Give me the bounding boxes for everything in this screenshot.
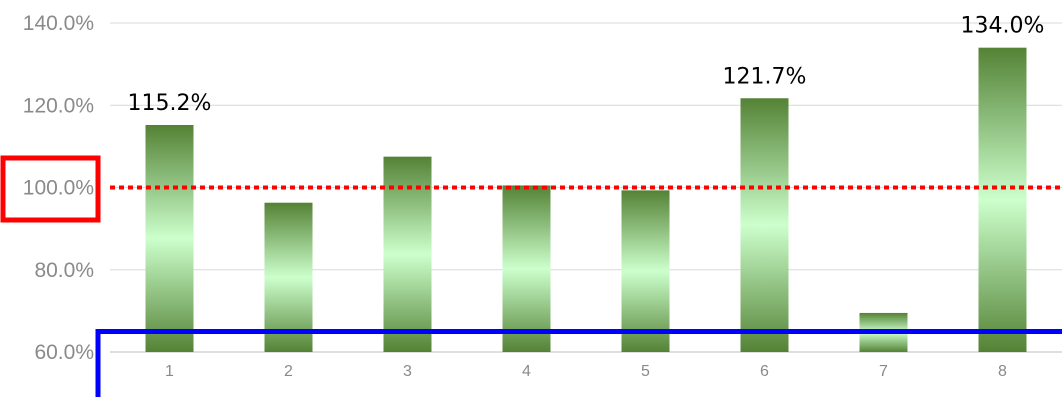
x-tick-label: 5 [641,363,650,380]
bar [502,185,551,352]
data-label: 115.2% [128,91,212,116]
data-labels: 115.2% 121.7% 134.0% [128,14,1045,116]
data-label: 121.7% [723,64,807,89]
bar [978,47,1027,353]
x-tick-label: 3 [403,363,412,380]
bar [621,190,670,352]
bar [264,202,313,352]
y-tick-label: 60.0% [34,341,94,364]
x-tick-label: 4 [522,363,531,380]
y-tick-label: 100.0% [23,177,94,200]
y-tick-label: 140.0% [23,12,94,35]
gridlines [110,22,1062,353]
bars [145,47,1027,353]
highlight-box-100 [0,155,101,223]
x-tick-label: 2 [284,363,293,380]
data-label: 134.0% [961,14,1045,39]
bar [145,124,194,353]
x-tick-label: 6 [760,363,769,380]
y-tick-label: 120.0% [23,94,94,117]
y-tick-label: 80.0% [34,259,94,282]
x-tick-label: 7 [879,363,888,380]
x-tick-label: 1 [165,363,174,380]
y-axis-ticks: 60.0% 80.0% 100.0% 120.0% 140.0% [23,12,94,364]
x-tick-label: 8 [998,363,1007,380]
x-axis-ticks: 1 2 3 4 5 6 7 8 [165,363,1007,380]
threshold-line [95,328,1062,397]
bar [740,98,789,352]
annotation-overlays [0,155,1062,397]
